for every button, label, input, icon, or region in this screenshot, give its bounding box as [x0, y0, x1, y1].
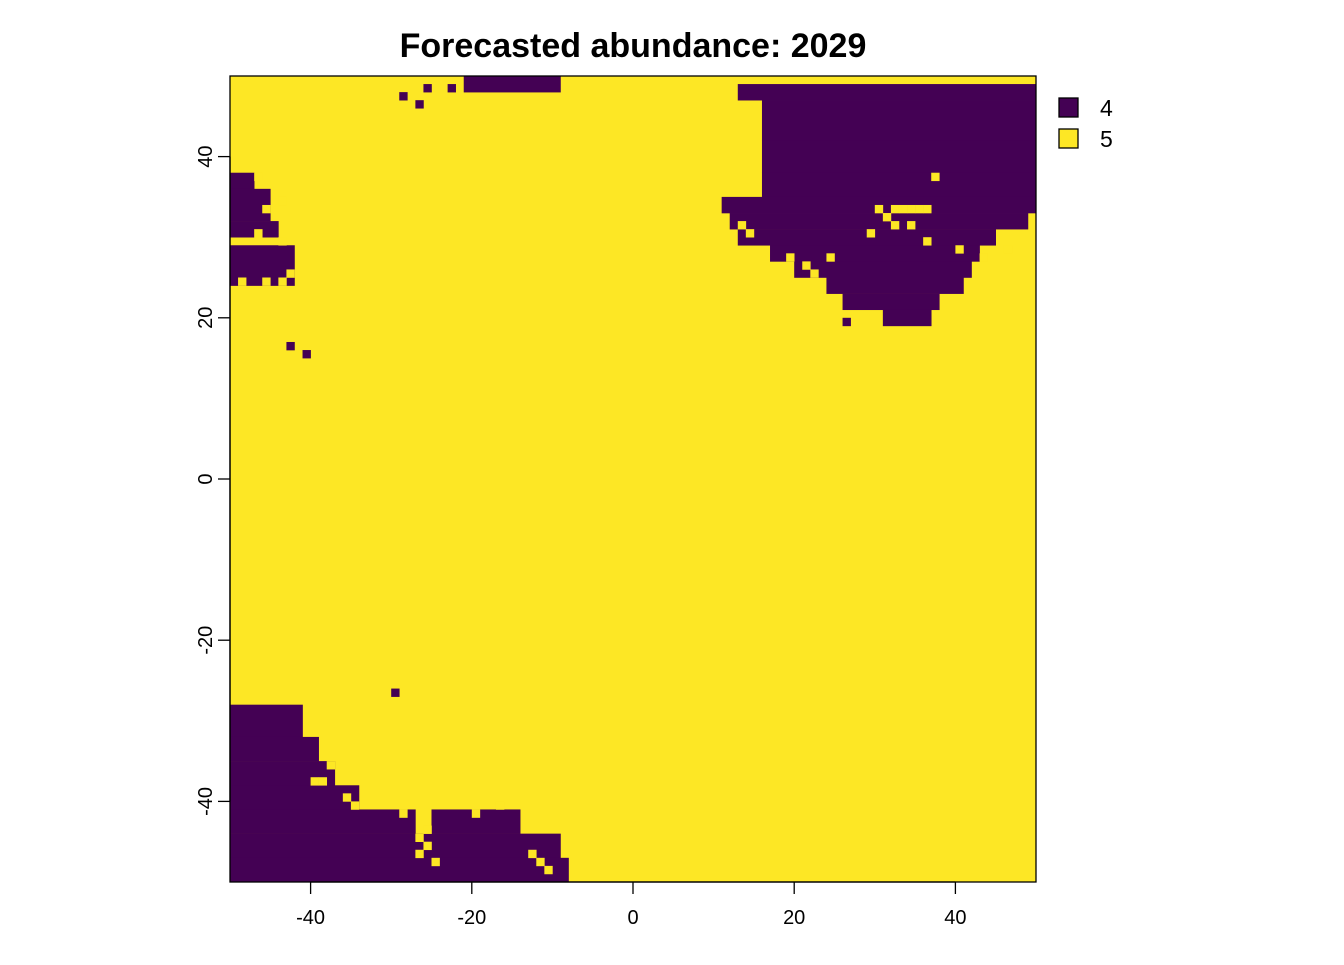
raster-region-4 [761, 172, 1037, 198]
raster-region-4 [230, 172, 255, 190]
x-tick-label: -40 [296, 907, 325, 929]
raster-cell-5 [1003, 245, 1013, 254]
raster-cell-5 [979, 253, 988, 262]
raster-region-4 [770, 245, 980, 262]
raster-region-4 [230, 809, 416, 834]
raster-cell-4 [447, 84, 456, 93]
raster-cell-5 [415, 849, 424, 859]
raster-cell-5 [262, 277, 271, 286]
raster-cell-5 [802, 261, 811, 270]
raster-cell-5 [278, 196, 287, 206]
raster-region-4 [761, 100, 1037, 141]
raster-cell-5 [907, 204, 916, 214]
raster-region-4 [230, 736, 319, 762]
raster-cell-5 [431, 857, 440, 867]
raster-region-4 [882, 309, 932, 327]
raster-region-4 [737, 84, 1037, 101]
raster-cell-5 [310, 777, 319, 786]
raster-cell-5 [254, 172, 263, 182]
legend-swatch-4 [1058, 97, 1079, 118]
legend-label-4: 4 [1100, 95, 1113, 121]
y-tick-label: -40 [195, 787, 217, 816]
raster-cell-5 [471, 809, 481, 818]
raster-cell-5 [923, 204, 932, 214]
raster-region-4 [729, 213, 1029, 230]
raster-region-4 [842, 293, 940, 311]
raster-region-4 [826, 277, 964, 294]
raster-cell-5 [898, 204, 908, 214]
raster-cell-5 [399, 809, 408, 818]
x-tick-label: 20 [783, 907, 805, 929]
raster-cell-5 [923, 237, 932, 246]
raster-region-4 [230, 857, 569, 883]
raster-layer [230, 76, 1037, 883]
raster-cell-5 [955, 245, 964, 254]
raster-cell-5 [342, 793, 352, 802]
raster-cell-5 [278, 237, 287, 246]
chart-title: Forecasted abundance: 2029 [400, 27, 867, 65]
raster-cell-5 [874, 204, 884, 214]
y-tick-label: 20 [195, 307, 217, 329]
raster-cell-5 [915, 204, 924, 214]
x-tick-label: 40 [944, 907, 966, 929]
y-tick-label: 40 [195, 145, 217, 167]
raster-cell-5 [495, 801, 505, 810]
raster-cell-5 [326, 761, 336, 770]
y-tick-label: -20 [195, 626, 217, 655]
raster-cell-5 [890, 221, 900, 230]
raster-cell-4 [391, 688, 400, 697]
raster-cell-5 [745, 229, 755, 238]
raster-cell-5 [254, 229, 263, 238]
raster-region-4 [463, 76, 561, 93]
raster-cell-4 [415, 100, 424, 109]
raster-region-4 [794, 261, 972, 278]
raster-cell-5 [890, 204, 900, 214]
raster-cell-5 [907, 221, 916, 230]
raster-cell-5 [786, 253, 795, 262]
raster-cell-5 [278, 277, 287, 286]
raster-cell-5 [810, 269, 819, 278]
legend-swatch-5 [1058, 128, 1079, 149]
raster-cell-4 [302, 350, 311, 359]
raster-cell-5 [866, 229, 876, 238]
x-axis: -40 -20 0 20 40 [296, 881, 967, 929]
raster-cell-5 [826, 253, 835, 262]
raster-cell-4 [423, 84, 432, 93]
x-tick-label: 0 [627, 907, 638, 929]
raster-region-4 [230, 704, 303, 738]
raster-cell-4 [842, 317, 851, 327]
raster-cell-5 [544, 865, 553, 875]
raster-cell-5 [528, 849, 537, 859]
x-tick-label: -20 [457, 907, 486, 929]
raster-cell-5 [262, 204, 271, 214]
legend-label-5: 5 [1100, 126, 1113, 152]
raster-cell-5 [536, 857, 545, 867]
raster-cell-5 [737, 221, 747, 230]
raster-cell-5 [238, 277, 247, 286]
raster-cell-5 [318, 777, 328, 786]
raster-cell-4 [399, 92, 408, 101]
raster-cell-4 [286, 341, 295, 351]
raster-cell-5 [415, 833, 424, 842]
raster-region-4 [230, 833, 561, 859]
raster-region-4 [230, 785, 360, 810]
raster-cell-5 [882, 213, 892, 222]
raster-cell-5 [286, 269, 295, 278]
y-tick-label: 0 [195, 473, 217, 484]
legend: 45 [1058, 95, 1113, 152]
raster-cell-5 [423, 841, 432, 851]
y-axis: -40 -20 0 20 40 [195, 145, 231, 816]
raster-cell-5 [931, 172, 940, 182]
raster-cell-5 [423, 825, 432, 834]
raster-cell-5 [350, 801, 360, 810]
raster-region-4 [761, 140, 1037, 174]
